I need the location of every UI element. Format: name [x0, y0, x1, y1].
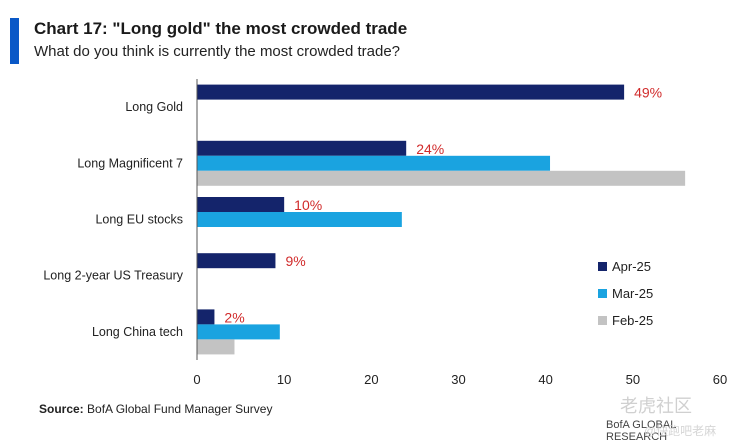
data-label: 49%	[634, 85, 662, 101]
source-text: BofA Global Fund Manager Survey	[83, 402, 273, 416]
x-tick-label: 20	[364, 372, 378, 387]
category-label: Long EU stocks	[95, 213, 183, 227]
bar-apr-25	[197, 84, 625, 100]
watermark-handle: @快跑吧老麻	[644, 424, 717, 438]
x-tick-label: 40	[538, 372, 552, 387]
category-label: Long Gold	[125, 100, 183, 114]
x-tick-label: 30	[451, 372, 465, 387]
bar-apr-25	[197, 140, 407, 156]
source-label: Source:	[39, 402, 84, 416]
legend-label: Mar-25	[612, 286, 653, 301]
bar-feb-25	[197, 170, 686, 186]
data-label: 24%	[416, 141, 444, 157]
category-label: Long China tech	[92, 325, 183, 339]
bar-apr-25	[197, 309, 215, 325]
x-tick-label: 10	[277, 372, 291, 387]
watermark-brand: 老虎社区	[620, 396, 692, 416]
x-tick-label: 0	[193, 372, 200, 387]
bar-mar-25	[197, 155, 551, 171]
chart-subtitle: What do you think is currently the most …	[34, 43, 401, 60]
data-label: 9%	[285, 253, 305, 269]
chart-title: Chart 17: "Long gold" the most crowded t…	[34, 19, 408, 38]
category-label: Long Magnificent 7	[77, 156, 183, 170]
bar-mar-25	[197, 324, 280, 340]
bar-apr-25	[197, 197, 285, 212]
footer-credit: BofA GLOBAL RESEARCH	[606, 419, 676, 443]
legend-label: Feb-25	[612, 313, 653, 328]
category-label: Long 2-year US Treasury	[43, 269, 183, 283]
x-tick-label: 50	[626, 372, 640, 387]
data-label: 2%	[224, 309, 244, 325]
bar-apr-25	[197, 253, 276, 269]
legend-label: Apr-25	[612, 259, 651, 274]
source-note: Source: BofA Global Fund Manager Survey	[39, 402, 272, 416]
bar-mar-25	[197, 212, 402, 227]
data-label: 10%	[294, 197, 322, 213]
bar-feb-25	[197, 339, 235, 355]
legend-swatch	[598, 262, 607, 271]
legend-swatch	[598, 316, 607, 325]
x-tick-label: 60	[713, 372, 727, 387]
title-accent-bar	[10, 18, 19, 64]
legend-swatch	[598, 289, 607, 298]
